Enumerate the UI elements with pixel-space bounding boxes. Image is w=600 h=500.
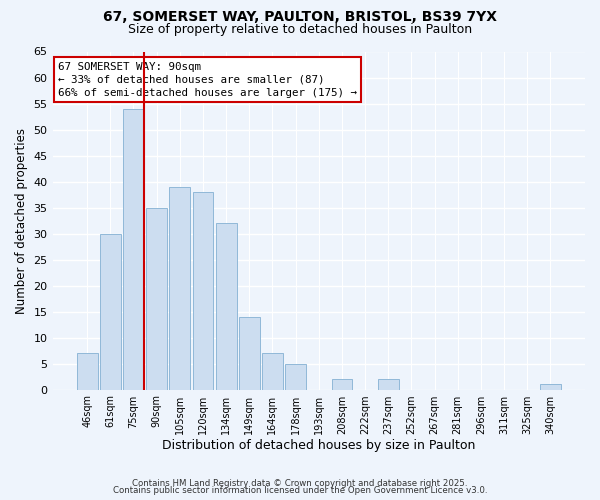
Bar xyxy=(146,208,167,390)
Text: 67 SOMERSET WAY: 90sqm
← 33% of detached houses are smaller (87)
66% of semi-det: 67 SOMERSET WAY: 90sqm ← 33% of detached… xyxy=(58,62,357,98)
Bar xyxy=(77,353,98,390)
Bar xyxy=(123,108,144,390)
Bar xyxy=(332,379,352,390)
Text: Size of property relative to detached houses in Paulton: Size of property relative to detached ho… xyxy=(128,22,472,36)
Text: Contains public sector information licensed under the Open Government Licence v3: Contains public sector information licen… xyxy=(113,486,487,495)
Text: Contains HM Land Registry data © Crown copyright and database right 2025.: Contains HM Land Registry data © Crown c… xyxy=(132,478,468,488)
X-axis label: Distribution of detached houses by size in Paulton: Distribution of detached houses by size … xyxy=(162,440,475,452)
Bar xyxy=(378,379,398,390)
Bar xyxy=(239,317,260,390)
Bar xyxy=(193,192,214,390)
Bar xyxy=(216,223,236,390)
Bar xyxy=(285,364,306,390)
Bar xyxy=(262,353,283,390)
Bar xyxy=(169,186,190,390)
Bar xyxy=(540,384,561,390)
Bar xyxy=(100,234,121,390)
Text: 67, SOMERSET WAY, PAULTON, BRISTOL, BS39 7YX: 67, SOMERSET WAY, PAULTON, BRISTOL, BS39… xyxy=(103,10,497,24)
Y-axis label: Number of detached properties: Number of detached properties xyxy=(15,128,28,314)
